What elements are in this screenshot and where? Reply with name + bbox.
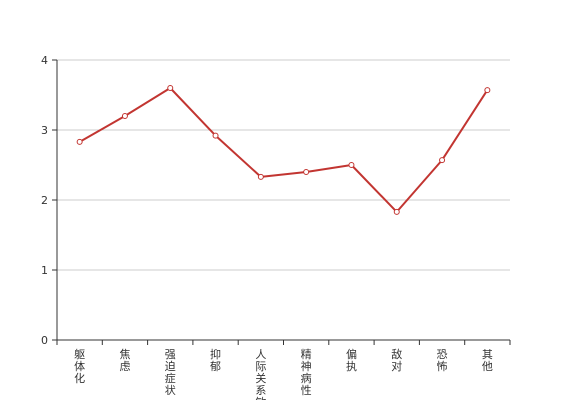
data-point[interactable]	[76, 138, 83, 145]
data-point[interactable]	[212, 132, 219, 139]
y-tick-label: 0	[41, 334, 48, 347]
x-tick-label: 其他	[482, 348, 493, 373]
axis-layer: 0 1 2 3 4 躯体化 焦虑 强迫症状 抑郁 人际关系敏感 精神病性 偏执 敌对 恐怖 其他	[41, 54, 511, 404]
grid-layer	[57, 59, 510, 271]
x-tick-label: 偏执	[346, 347, 357, 373]
data-point[interactable]	[393, 208, 400, 215]
series-layer	[76, 85, 491, 215]
x-tick-label: 抑郁	[210, 347, 221, 373]
data-point[interactable]	[167, 85, 174, 91]
series-line	[79, 87, 489, 213]
data-point[interactable]	[303, 169, 310, 175]
x-tick-label: 躯体化	[74, 348, 85, 385]
data-point[interactable]	[121, 113, 128, 119]
data-point[interactable]	[439, 157, 446, 164]
x-tick-label: 恐怖	[437, 348, 448, 373]
y-tick-label: 3	[41, 124, 48, 137]
x-tick-label: 精神病性	[301, 348, 312, 397]
data-point[interactable]	[484, 87, 491, 94]
y-tick-label: 2	[41, 194, 48, 207]
x-tick-label: 人际关系敏感	[255, 348, 266, 400]
y-tick-label: 4	[41, 54, 48, 67]
data-point[interactable]	[257, 173, 264, 180]
data-point[interactable]	[348, 162, 355, 168]
x-tick-label: 敌对	[391, 347, 402, 373]
x-tick-label: 强迫症状	[165, 348, 176, 397]
y-tick-label: 1	[41, 264, 48, 277]
x-tick-label: 焦虑	[119, 348, 130, 373]
